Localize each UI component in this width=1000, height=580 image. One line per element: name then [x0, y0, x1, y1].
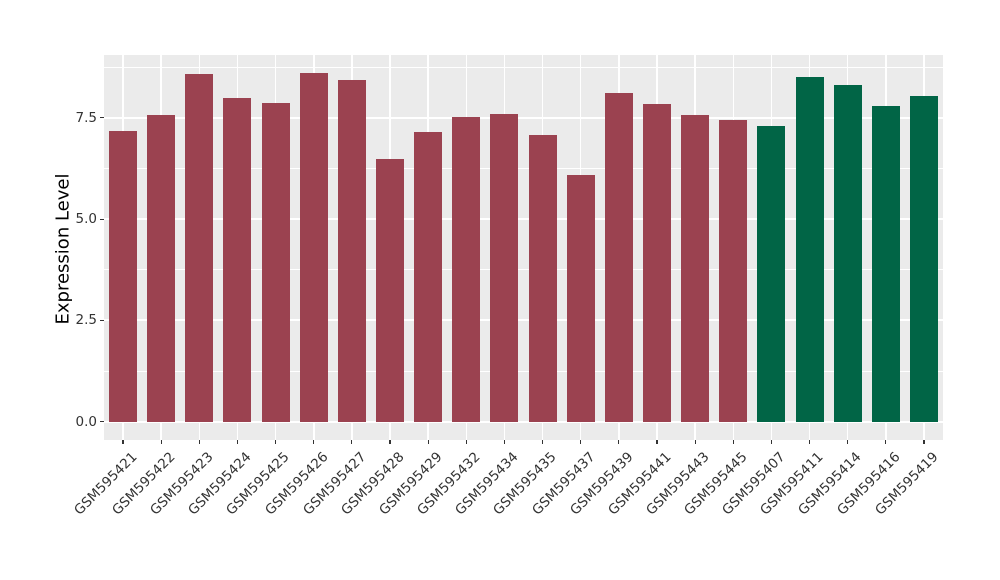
bar — [223, 98, 252, 422]
y-tick-mark — [100, 319, 104, 322]
bar — [490, 114, 519, 422]
bar — [147, 114, 176, 422]
bar — [261, 103, 290, 422]
y-tick-mark — [100, 117, 104, 119]
y-tick-mark — [100, 218, 104, 220]
x-tick-mark — [427, 440, 429, 444]
bar — [109, 130, 138, 422]
y-axis-title: Expression Level — [52, 173, 74, 325]
minor-gridline — [104, 370, 943, 372]
x-tick-mark — [275, 440, 277, 444]
x-tick-mark — [351, 440, 353, 444]
major-gridline — [104, 116, 943, 119]
minor-gridline — [104, 66, 943, 68]
x-tick-mark — [541, 440, 544, 444]
bar — [337, 80, 366, 422]
x-tick-mark — [122, 440, 124, 444]
bar — [376, 159, 405, 422]
x-tick-mark — [580, 440, 582, 444]
x-tick-mark — [694, 440, 696, 444]
major-gridline — [104, 319, 943, 322]
bar — [528, 135, 557, 422]
y-tick-mark — [100, 421, 104, 423]
x-tick-mark — [847, 440, 849, 444]
x-tick-mark — [885, 440, 887, 444]
bar — [719, 120, 748, 422]
y-tick-label: 2.5 — [75, 312, 97, 329]
x-tick-mark — [808, 440, 811, 444]
bar — [185, 74, 214, 422]
bar — [414, 131, 443, 422]
x-tick-mark — [732, 440, 734, 444]
x-tick-mark — [313, 440, 315, 444]
bar — [909, 95, 938, 422]
bar — [299, 73, 328, 422]
x-tick-mark — [618, 440, 620, 444]
bar — [452, 116, 481, 422]
bar — [795, 77, 824, 422]
major-gridline — [104, 420, 943, 423]
bar — [833, 84, 862, 422]
y-tick-label: 7.5 — [75, 109, 97, 126]
bar — [604, 92, 633, 422]
bar — [642, 104, 671, 422]
bar — [681, 114, 710, 422]
bar — [757, 125, 786, 422]
x-tick-mark — [656, 440, 658, 444]
bar — [566, 174, 595, 422]
minor-gridline — [104, 269, 943, 271]
x-tick-mark — [389, 440, 391, 444]
bar — [871, 106, 900, 422]
plot-panel — [104, 55, 943, 440]
x-tick-mark — [770, 440, 772, 444]
x-tick-mark — [923, 440, 925, 444]
y-tick-label: 5.0 — [75, 211, 97, 228]
major-gridline — [104, 218, 943, 221]
y-tick-label: 0.0 — [75, 413, 97, 430]
x-tick-mark — [198, 440, 200, 444]
x-tick-mark — [160, 440, 162, 444]
minor-gridline — [104, 167, 943, 169]
x-tick-mark — [503, 440, 506, 444]
x-tick-mark — [465, 440, 467, 444]
x-tick-mark — [236, 440, 239, 444]
